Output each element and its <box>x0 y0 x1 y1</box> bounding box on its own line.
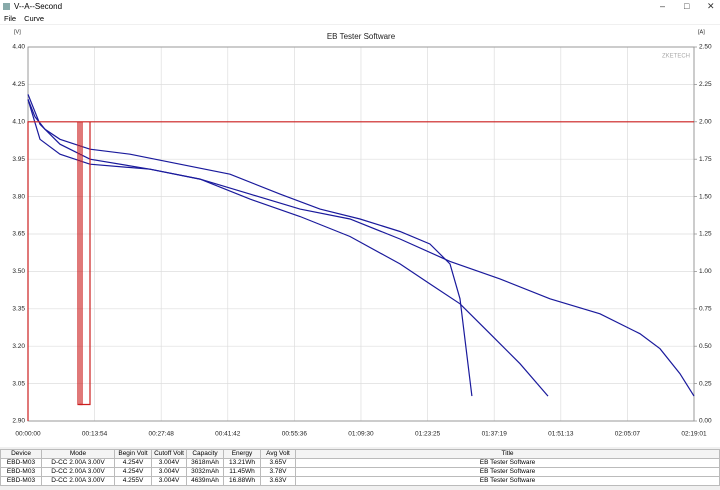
table-cell: 11.45Wh <box>223 467 261 477</box>
x-tick-label: 01:37:19 <box>482 431 508 438</box>
y2-tick-label: 2.00 <box>699 119 712 126</box>
table-cell: 4.255V <box>114 476 152 486</box>
table-cell: D-CC 2.00A 3.00V <box>41 467 115 477</box>
y-tick-label: 4.25 <box>12 81 25 88</box>
table-cell: 3.004V <box>151 467 187 477</box>
table-cell: 3.004V <box>151 458 187 468</box>
table-row: EBD-M03 D-CC 2.00A 3.00V 4.254V 3.004V 3032m… <box>0 467 720 477</box>
x-tick-label: 00:41:42 <box>215 431 241 438</box>
y-axis-label: [V] <box>14 29 21 35</box>
column-header: Mode <box>41 449 115 459</box>
maximize-button[interactable]: □ <box>684 1 690 11</box>
table-cell: EBD-M03 <box>0 476 42 486</box>
column-header: Device <box>0 449 42 459</box>
x-tick-label: 00:27:48 <box>149 431 175 438</box>
y-tick-label: 3.20 <box>12 343 25 350</box>
series-line <box>79 121 91 406</box>
app-icon <box>3 3 10 10</box>
close-button[interactable]: ✕ <box>707 1 715 11</box>
menu-bar: File Curve <box>0 13 720 24</box>
y2-tick-label: 0.50 <box>699 343 712 350</box>
y2-tick-label: 1.25 <box>699 231 712 238</box>
y-tick-label: 4.10 <box>12 119 25 126</box>
table-cell: 13.21Wh <box>223 458 261 468</box>
column-header: Title <box>295 449 720 459</box>
y-tick-label: 2.90 <box>12 418 25 425</box>
y2-tick-label: 0.25 <box>699 380 712 387</box>
y-tick-label: 4.40 <box>12 44 25 51</box>
chart: EB Tester Software ZKETECH [V] [A] 2.90 3… <box>0 25 720 447</box>
watermark: ZKETECH <box>662 54 690 60</box>
series-line <box>27 99 473 397</box>
column-header: Cutoff Volt <box>151 449 187 459</box>
table-cell: EBD-M03 <box>0 458 42 468</box>
table-cell: D-CC 2.00A 3.00V <box>41 458 115 468</box>
x-tick-label: 00:13:54 <box>82 431 108 438</box>
results-table: Device Mode Begin Volt Cutoff Volt Capacity E… <box>0 449 720 486</box>
series-line <box>27 121 694 421</box>
window-title: V--A--Second <box>14 2 63 11</box>
column-header: Capacity <box>186 449 224 459</box>
x-tick-label: 02:19:01 <box>681 431 707 438</box>
table-cell: 3.004V <box>151 476 187 486</box>
table-cell: 3.78V <box>260 467 296 477</box>
column-header: Begin Volt <box>114 449 152 459</box>
table-cell: 4.254V <box>114 467 152 477</box>
table-header-row: Device Mode Begin Volt Cutoff Volt Capacity E… <box>0 449 720 459</box>
table-row: EBD-M03 D-CC 2.00A 3.00V 4.255V 3.004V 4639m… <box>0 476 720 486</box>
menu-item[interactable]: Curve <box>24 14 45 23</box>
x-tick-label: 01:51:13 <box>548 431 574 438</box>
table-cell: 3618mAh <box>186 458 224 468</box>
x-tick-label: 00:55:36 <box>282 431 308 438</box>
table-cell: EB Tester Software <box>295 467 720 477</box>
y-tick-label: 3.50 <box>12 268 25 275</box>
title-bar: V--A--Second – □ ✕ <box>0 0 720 13</box>
column-header: Avg Volt <box>260 449 296 459</box>
chart-title: EB Tester Software <box>327 32 396 41</box>
table-cell: 4639mAh <box>186 476 224 486</box>
y-tick-label: 3.95 <box>12 156 25 163</box>
table-cell: EB Tester Software <box>295 476 720 486</box>
y2-axis-label: [A] <box>698 29 705 35</box>
column-header: Energy <box>223 449 261 459</box>
x-tick-label: 00:00:00 <box>15 431 41 438</box>
table-cell: D-CC 2.00A 3.00V <box>41 476 115 486</box>
series-line <box>27 94 549 397</box>
y2-tick-label: 1.75 <box>699 156 712 163</box>
minimize-button[interactable]: – <box>660 1 666 11</box>
y2-tick-label: 2.50 <box>699 44 712 51</box>
y-tick-label: 3.80 <box>12 193 25 200</box>
y2-tick-label: 2.25 <box>699 81 712 88</box>
table-cell: 16.88Wh <box>223 476 261 486</box>
menu-item[interactable]: File <box>4 14 17 23</box>
chart-background <box>0 25 720 447</box>
y-tick-label: 3.05 <box>12 380 25 387</box>
table-cell: 3.63V <box>260 476 296 486</box>
x-tick-label: 01:09:30 <box>348 431 374 438</box>
table-cell: 3032mAh <box>186 467 224 477</box>
y-tick-label: 3.65 <box>12 231 25 238</box>
table-cell: 3.65V <box>260 458 296 468</box>
x-tick-label: 02:05:07 <box>615 431 641 438</box>
y2-tick-label: 0.75 <box>699 306 712 313</box>
table-cell: 4.254V <box>114 458 152 468</box>
series-line <box>27 99 695 397</box>
y2-tick-label: 0.00 <box>699 418 712 425</box>
table-cell: EB Tester Software <box>295 458 720 468</box>
table-row: EBD-M03 D-CC 2.00A 3.00V 4.254V 3.004V 3618m… <box>0 458 720 468</box>
x-tick-label: 01:23:25 <box>415 431 441 438</box>
y2-tick-label: 1.50 <box>699 193 712 200</box>
y2-tick-label: 1.00 <box>699 268 712 275</box>
table-cell: EBD-M03 <box>0 467 42 477</box>
y-tick-label: 3.35 <box>12 306 25 313</box>
